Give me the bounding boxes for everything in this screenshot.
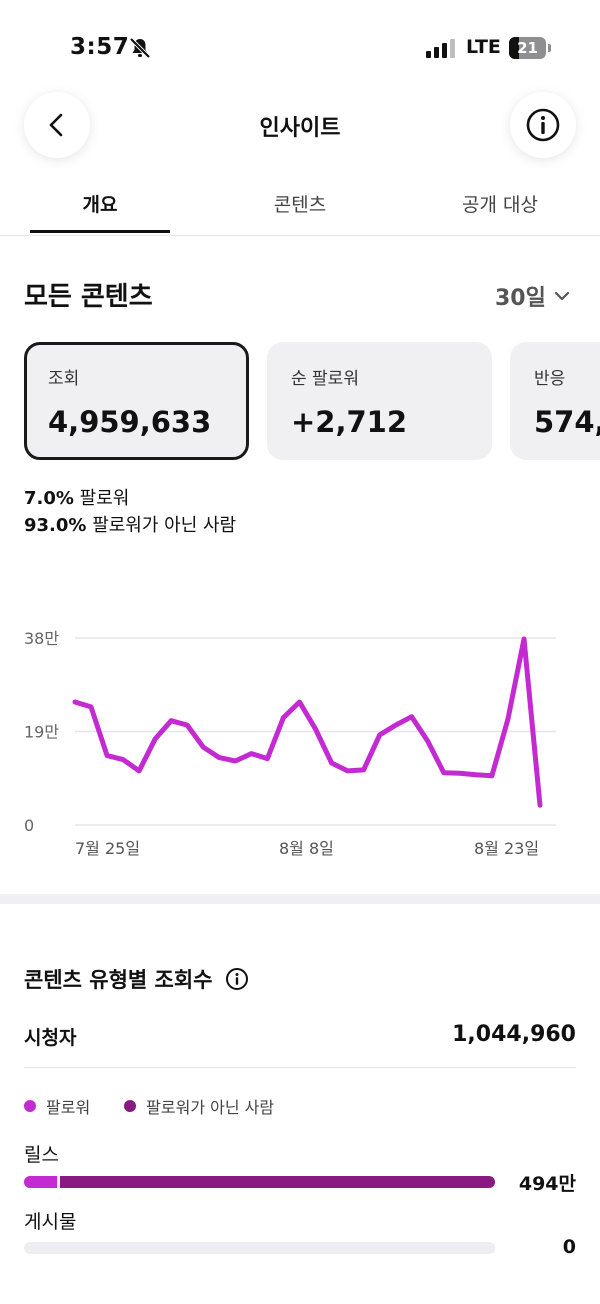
- y-tick-label: 0: [24, 816, 34, 835]
- metric-cards: 조회 4,959,633 순 팔로워 +2,712 반응 574,9: [0, 330, 600, 470]
- views-line-chart: 38만 19만 0 7월 25일 8월 8일 8월 23일: [24, 629, 556, 858]
- views-series-line: [72, 636, 543, 808]
- status-time: 3:57: [70, 34, 130, 60]
- x-tick-label: 8월 23일: [474, 839, 539, 858]
- x-tick-label: 7월 25일: [75, 839, 140, 858]
- chevron-down-icon: [554, 291, 569, 301]
- follower-split: 7.0% 팔로워 93.0% 팔로워가 아닌 사람: [24, 485, 236, 539]
- signal-icon: [426, 39, 455, 58]
- legend: 팔로워 팔로워가 아닌 사람: [24, 1094, 274, 1118]
- non-followers-label: 팔로워가 아닌 사람: [92, 515, 237, 536]
- chevron-left-icon: [49, 113, 63, 137]
- metric-value: 4,959,633: [48, 405, 212, 439]
- viewers-row: 시청자 1,044,960: [24, 1020, 576, 1068]
- active-tab-indicator: [30, 230, 170, 233]
- metric-label: 반응: [534, 369, 566, 389]
- tab-audience[interactable]: 공개 대상: [462, 194, 538, 216]
- y-tick-label: 19만: [24, 723, 59, 742]
- metric-card-interactions[interactable]: 반응 574,9: [510, 342, 600, 460]
- tab-content[interactable]: 콘텐츠: [273, 194, 327, 216]
- metric-label: 조회: [48, 369, 80, 389]
- reels-label: 릴스: [24, 1144, 59, 1166]
- non-followers-percent: 93.0%: [24, 515, 87, 536]
- battery-icon: 21: [509, 37, 551, 59]
- followers-percent: 7.0%: [24, 488, 74, 509]
- tab-bar: 개요 콘텐츠 공개 대상: [0, 180, 600, 236]
- period-label: 30일: [495, 286, 546, 311]
- page-title: 인사이트: [259, 116, 341, 141]
- content-type-title: 콘텐츠 유형별 조회수: [24, 964, 249, 994]
- x-tick-label: 8월 8일: [279, 839, 334, 858]
- viewers-label: 시청자: [24, 1027, 77, 1049]
- legend-label: 팔로워: [46, 1098, 91, 1117]
- tab-overview[interactable]: 개요: [82, 194, 118, 216]
- viewers-value: 1,044,960: [452, 1022, 576, 1047]
- info-button[interactable]: [510, 92, 576, 158]
- battery-level: 21: [517, 39, 538, 57]
- reels-bar-non-followers: [60, 1176, 495, 1188]
- info-icon[interactable]: [225, 967, 249, 991]
- reels-value: 494만: [518, 1173, 576, 1195]
- section-title: 모든 콘텐츠: [24, 282, 153, 312]
- metric-value: 574,9: [534, 405, 600, 439]
- bell-muted-icon: [129, 37, 151, 59]
- posts-label: 게시물: [24, 1211, 77, 1233]
- back-button[interactable]: [24, 92, 90, 158]
- legend-label: 팔로워가 아닌 사람: [146, 1098, 275, 1117]
- reels-bar-followers: [24, 1176, 57, 1188]
- metric-card-net-followers[interactable]: 순 팔로워 +2,712: [267, 342, 492, 460]
- y-tick-label: 38만: [24, 629, 59, 648]
- section-divider: [0, 894, 600, 904]
- legend-item-non-followers: 팔로워가 아닌 사람: [124, 1094, 274, 1118]
- info-icon: [526, 108, 560, 142]
- metric-label: 순 팔로워: [291, 369, 359, 389]
- legend-dot: [124, 1100, 137, 1112]
- reels-bar: [24, 1176, 495, 1188]
- posts-value: 0: [562, 1236, 576, 1254]
- period-selector[interactable]: 30일: [495, 280, 570, 312]
- legend-dot: [24, 1100, 36, 1112]
- content-type-title-text: 콘텐츠 유형별 조회수: [24, 968, 213, 992]
- metric-card-views[interactable]: 조회 4,959,633: [24, 342, 249, 460]
- legend-item-followers: 팔로워: [24, 1094, 90, 1118]
- followers-label: 팔로워: [79, 488, 130, 509]
- network-type: LTE: [466, 36, 501, 58]
- metric-value: +2,712: [291, 405, 408, 439]
- posts-bar: [24, 1242, 495, 1254]
- status-bar: 3:57 LTE 21: [0, 0, 600, 96]
